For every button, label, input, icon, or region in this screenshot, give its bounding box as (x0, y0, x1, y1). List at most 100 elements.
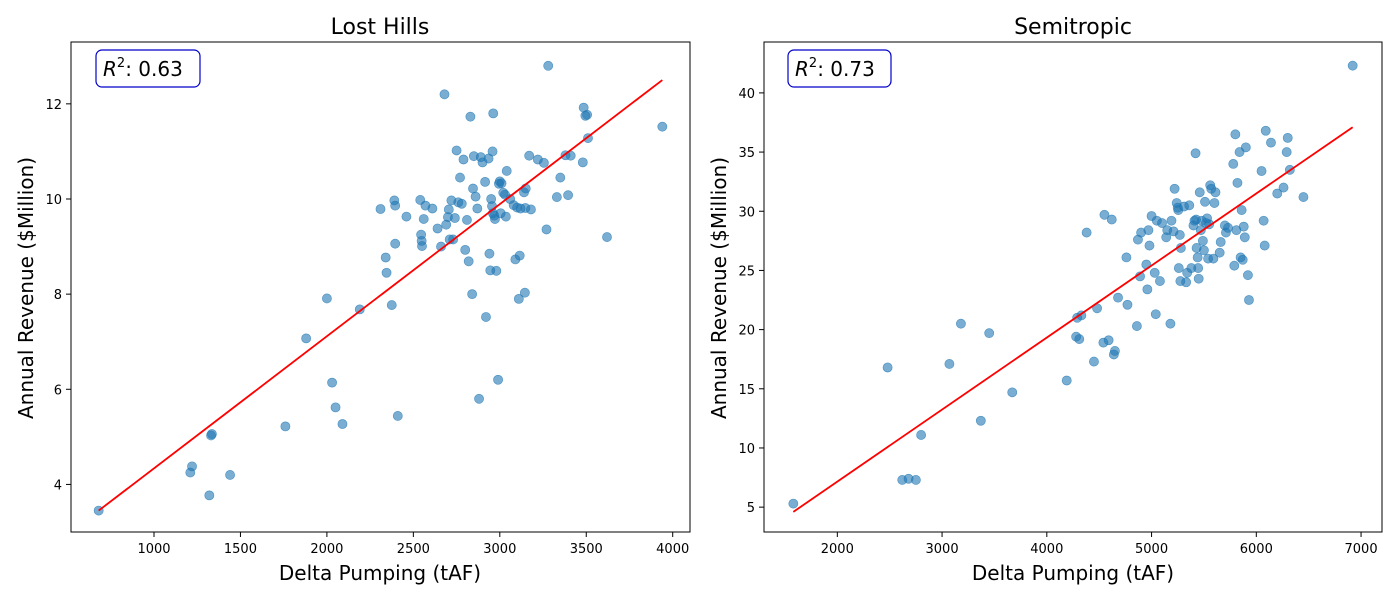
data-point (1099, 209, 1110, 220)
data-point (1184, 200, 1195, 211)
x-tick-label: 3500 (570, 542, 603, 557)
r2-box (95, 49, 201, 88)
data-point (1081, 227, 1092, 238)
data-point (386, 300, 397, 310)
data-point (392, 411, 403, 421)
data-point (1169, 183, 1180, 194)
x-tick-label: 2000 (821, 542, 854, 557)
data-point (1228, 159, 1239, 169)
data-point (1272, 188, 1283, 199)
data-point (1149, 267, 1160, 278)
r2-value: : 0.73 (817, 57, 875, 81)
data-point (788, 498, 799, 509)
data-point (1256, 166, 1267, 176)
data-point (330, 402, 341, 413)
data-point (418, 214, 429, 224)
x-tick-label: 3000 (483, 542, 516, 557)
r2-box (787, 49, 892, 88)
data-point (1210, 187, 1221, 198)
data-point (432, 223, 443, 234)
data-point (1244, 295, 1254, 305)
data-point (493, 374, 503, 385)
data-point (380, 252, 391, 263)
data-point (354, 304, 365, 315)
r2-superscript: 2 (117, 56, 125, 71)
data-point (582, 109, 593, 120)
data-point (577, 157, 588, 168)
data-point (1089, 356, 1099, 367)
data-point (1200, 196, 1210, 207)
x-tick-label: 7000 (1345, 542, 1378, 557)
data-point (401, 211, 412, 222)
data-point (449, 213, 460, 223)
y-tick-label: 5 (747, 501, 755, 516)
x-tick-label: 2000 (310, 542, 343, 557)
r2-label: R2: 0.73 (795, 56, 875, 81)
data-point (472, 203, 483, 214)
data-point (1192, 252, 1203, 263)
data-point (882, 362, 893, 373)
data-point (381, 267, 392, 278)
scatter-points (93, 60, 668, 516)
r2-superscript: 2 (809, 56, 817, 71)
data-point (470, 191, 481, 202)
data-point (1223, 222, 1233, 233)
data-point (225, 470, 235, 480)
fit-line (98, 79, 663, 512)
data-point (1243, 270, 1253, 281)
data-point (496, 178, 507, 189)
data-point (439, 89, 450, 100)
data-point (1298, 192, 1309, 202)
data-point (1215, 237, 1226, 247)
data-point (187, 461, 197, 472)
panel-semitropic: Semitropic 2000 3000 4000 5000 6000 7000 5 10 15… (707, 15, 1383, 585)
data-point (1278, 182, 1289, 193)
data-point (657, 121, 668, 132)
data-point (1007, 387, 1018, 398)
r2-label: R2: 0.63 (103, 56, 183, 81)
data-point (1174, 230, 1185, 240)
scatter-points (788, 60, 1358, 509)
data-point (1214, 247, 1225, 258)
data-point (1106, 214, 1117, 225)
data-point (465, 111, 476, 122)
tick-labels: 1000 1500 2000 2500 3000 3500 4000 4 6 8 10 12 (45, 98, 689, 557)
data-point (337, 419, 348, 429)
data-point (481, 312, 491, 322)
data-point (458, 154, 469, 165)
plot-frame (763, 41, 1383, 533)
y-tick-label: 6 (54, 383, 62, 398)
y-axis-label: Annual Revenue ($Million) (707, 157, 731, 419)
data-point (1208, 253, 1219, 264)
data-point (390, 200, 401, 211)
data-point (1150, 309, 1161, 320)
r2-annotation: R2: 0.73 (787, 49, 892, 88)
data-point (1131, 321, 1142, 331)
chart-title: Semitropic (1014, 15, 1132, 40)
data-point (1109, 346, 1120, 356)
data-point (551, 192, 562, 202)
data-point (524, 150, 535, 161)
data-point (602, 232, 612, 242)
y-tick-label: 4 (54, 478, 62, 493)
y-tick-label: 30 (738, 205, 755, 220)
data-point (1166, 215, 1177, 226)
data-point (462, 215, 472, 225)
data-point (456, 198, 467, 209)
data-point (301, 333, 312, 344)
data-point (1165, 318, 1176, 329)
regression-line (792, 126, 1354, 513)
data-point (390, 238, 401, 249)
r2-symbol: R (103, 57, 117, 81)
r2-symbol: R (795, 57, 809, 81)
chart-title: Lost Hills (331, 15, 430, 40)
data-point (1122, 299, 1133, 310)
y-tick-label: 20 (738, 324, 755, 339)
data-point (1143, 225, 1154, 236)
data-point (443, 204, 454, 215)
data-point (543, 60, 554, 71)
r2-annotation: R2: 0.63 (95, 49, 201, 88)
data-point (280, 421, 291, 432)
data-point (1240, 142, 1251, 153)
data-point (1181, 277, 1192, 288)
